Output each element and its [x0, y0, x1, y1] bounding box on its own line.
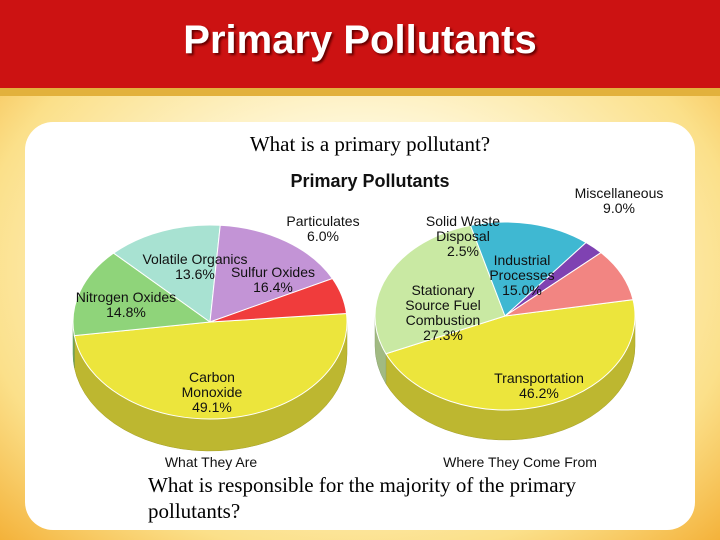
slice-value-label: 14.8% — [106, 304, 146, 320]
question: What is a primary pollutant? — [249, 132, 491, 156]
slice-value-label: 6.0% — [307, 228, 339, 244]
slice-label: Volatile Organics 13.6% — [140, 252, 250, 282]
slice — [209, 224, 334, 323]
slice — [72, 252, 212, 337]
slice-label: Sulfur Oxides 16.4% — [218, 265, 328, 295]
slice-label: Carbon Monoxide 49.1% — [157, 370, 267, 415]
slice-value-label: 49.1% — [192, 399, 232, 415]
slice-value-label: 46.2% — [519, 385, 559, 401]
slice — [504, 251, 634, 317]
slice-value-label: 15.0% — [502, 282, 542, 298]
slice — [469, 221, 587, 317]
slice-value-label: 13.6% — [175, 266, 215, 282]
slice — [209, 277, 348, 323]
chart-caption: Where They Come From — [443, 454, 597, 470]
slice-name: Industrial Processes — [489, 252, 555, 283]
slice — [385, 299, 636, 411]
slice-label: Particulates 6.0% — [268, 214, 378, 244]
slice-name: Solid Waste Disposal — [425, 213, 501, 244]
slice-value-label: 9.0% — [603, 200, 635, 216]
slice-label: Nitrogen Oxides 14.8% — [71, 290, 181, 320]
slice-name: Stationary Source Fuel Combustion — [405, 282, 481, 328]
slice-value-label: 2.5% — [447, 243, 479, 259]
slice-name: Transportation — [494, 370, 584, 386]
slice-label: Solid Waste Disposal 2.5% — [408, 214, 518, 259]
slice-name: Miscellaneous — [574, 185, 664, 201]
slice — [374, 224, 506, 355]
answer: What is responsible for the majority of … — [148, 473, 577, 523]
banner — [0, 0, 720, 96]
slide-title: Primary Pollutants — [183, 18, 537, 62]
slice-value-label: 27.3% — [423, 327, 463, 343]
slice-label: Stationary Source Fuel Combustion 27.3% — [388, 283, 498, 343]
chart-caption: What They Are — [165, 454, 258, 470]
slice — [73, 313, 348, 420]
slice-label: Industrial Processes 15.0% — [467, 253, 577, 298]
slice-label: Transportation 46.2% — [484, 371, 594, 401]
slice — [112, 224, 221, 323]
slice-name: Particulates — [286, 213, 360, 229]
slice-name: Volatile Organics — [142, 251, 248, 267]
slice-label: Miscellaneous 9.0% — [564, 186, 674, 216]
figure-title: Primary Pollutants — [290, 171, 449, 191]
slice-value-label: 16.4% — [253, 279, 293, 295]
slice-name: Carbon Monoxide — [181, 369, 243, 400]
slice-name: Nitrogen Oxides — [75, 289, 177, 305]
slice-name: Sulfur Oxides — [230, 264, 316, 280]
